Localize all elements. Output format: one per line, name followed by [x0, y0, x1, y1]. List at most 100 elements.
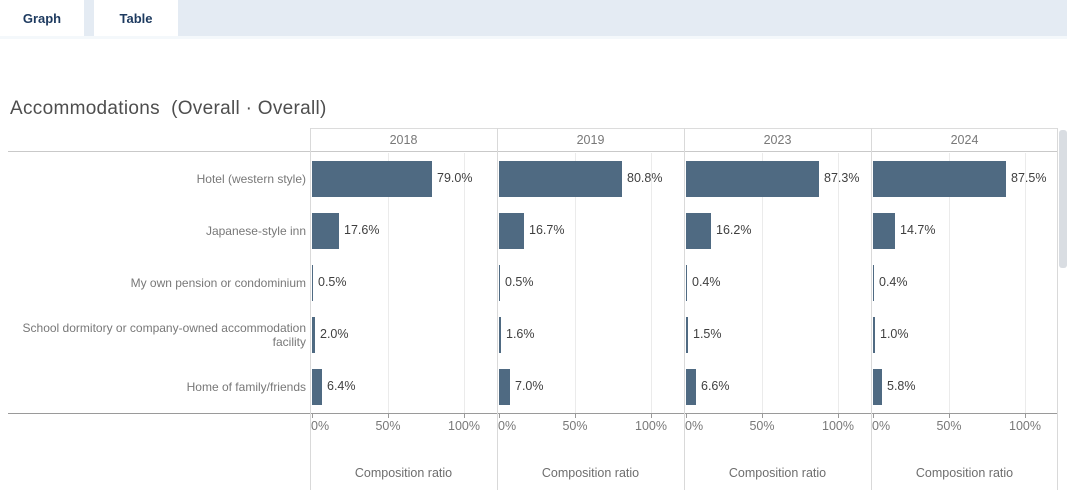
- value-label: 0.5%: [318, 275, 347, 289]
- value-label: 0.4%: [879, 275, 908, 289]
- bar[interactable]: [873, 369, 882, 405]
- value-label: 6.4%: [327, 379, 356, 393]
- header-separator-line: [8, 151, 1057, 152]
- axis-tick: [838, 414, 839, 418]
- bar[interactable]: [873, 265, 874, 301]
- axis-tick-label: 50%: [562, 419, 588, 433]
- axis-tick: [873, 414, 874, 418]
- value-label: 2.0%: [320, 327, 349, 341]
- axis-tick-label: 50%: [749, 419, 775, 433]
- axis-tick-label: 0%: [311, 419, 330, 433]
- panel-separator: [684, 128, 685, 490]
- axis-tick-label: 0%: [498, 419, 517, 433]
- category-label: My own pension or condominium: [130, 276, 306, 290]
- axis-tick-label: 0%: [685, 419, 704, 433]
- x-axis-title: Composition ratio: [354, 466, 453, 480]
- vertical-scrollbar-thumb[interactable]: [1059, 130, 1067, 268]
- axis-tick: [686, 414, 687, 418]
- value-label: 14.7%: [900, 223, 936, 237]
- tab-table-label: Table: [119, 10, 153, 26]
- value-label: 0.5%: [505, 275, 534, 289]
- value-label: 5.8%: [887, 379, 916, 393]
- year-header: 2023: [763, 133, 792, 147]
- bar[interactable]: [499, 213, 525, 249]
- bar[interactable]: [312, 161, 433, 197]
- bar[interactable]: [686, 317, 689, 353]
- axis-tick: [762, 414, 763, 418]
- panel-separator: [310, 128, 311, 490]
- value-label: 1.5%: [693, 327, 722, 341]
- axis-tick-label: 50%: [375, 419, 401, 433]
- value-label: 16.2%: [716, 223, 752, 237]
- bar[interactable]: [686, 161, 819, 197]
- axis-tick: [388, 414, 389, 418]
- value-label: 17.6%: [344, 223, 380, 237]
- category-label: Home of family/friends: [186, 380, 306, 394]
- value-label: 1.0%: [880, 327, 909, 341]
- gridline-100: [651, 153, 652, 413]
- x-axis-title: Composition ratio: [728, 466, 827, 480]
- year-header: 2019: [576, 133, 605, 147]
- bar[interactable]: [312, 213, 339, 249]
- value-label: 80.8%: [627, 171, 663, 185]
- axis-tick-label: 100%: [635, 419, 667, 433]
- tab-graph[interactable]: Graph: [0, 0, 84, 36]
- bar[interactable]: [499, 369, 510, 405]
- value-label: 87.5%: [1011, 171, 1047, 185]
- bar[interactable]: [873, 161, 1006, 197]
- gridline-50: [575, 153, 576, 413]
- value-label: 16.7%: [529, 223, 565, 237]
- category-label: Hotel (western style): [196, 172, 306, 186]
- tab-bar: Graph Table: [0, 0, 1067, 36]
- tab-graph-label: Graph: [22, 10, 62, 26]
- bar[interactable]: [686, 213, 711, 249]
- gridline-100: [464, 153, 465, 413]
- category-label: School dormitory or company-owned accomm…: [22, 321, 306, 349]
- bar[interactable]: [499, 161, 622, 197]
- axis-tick: [312, 414, 313, 418]
- gridline-50: [388, 153, 389, 413]
- axis-tick: [651, 414, 652, 418]
- bar[interactable]: [686, 265, 687, 301]
- bar[interactable]: [499, 265, 500, 301]
- value-label: 0.4%: [692, 275, 721, 289]
- bar[interactable]: [312, 265, 313, 301]
- year-header: 2024: [950, 133, 979, 147]
- axis-tick: [499, 414, 500, 418]
- axis-tick-label: 100%: [448, 419, 480, 433]
- year-header: 2018: [389, 133, 418, 147]
- tab-bar-underline: [0, 36, 1067, 39]
- x-axis-title: Composition ratio: [915, 466, 1014, 480]
- page-title: Accommodations (Overall · Overall): [10, 98, 327, 119]
- axis-tick-label: 0%: [872, 419, 891, 433]
- panel-separator: [1057, 128, 1058, 490]
- tab-table[interactable]: Table: [94, 0, 178, 36]
- x-axis-line: [8, 413, 1057, 414]
- axis-tick-label: 100%: [822, 419, 854, 433]
- axis-tick: [464, 414, 465, 418]
- category-label: Japanese-style inn: [205, 224, 306, 238]
- gridline-50: [949, 153, 950, 413]
- bar[interactable]: [873, 213, 896, 249]
- gridline-100: [1025, 153, 1026, 413]
- panel-separator: [871, 128, 872, 490]
- value-label: 7.0%: [515, 379, 544, 393]
- bar[interactable]: [312, 369, 322, 405]
- axis-tick: [575, 414, 576, 418]
- bar[interactable]: [312, 317, 316, 353]
- value-label: 79.0%: [437, 171, 473, 185]
- value-label: 87.3%: [824, 171, 860, 185]
- bar[interactable]: [499, 317, 502, 353]
- gridline-50: [762, 153, 763, 413]
- axis-tick: [949, 414, 950, 418]
- value-label: 1.6%: [506, 327, 535, 341]
- chart-top-border: [310, 128, 1057, 129]
- bar[interactable]: [873, 317, 875, 353]
- x-axis-title: Composition ratio: [541, 466, 640, 480]
- gridline-100: [838, 153, 839, 413]
- axis-tick: [1025, 414, 1026, 418]
- axis-tick-label: 100%: [1009, 419, 1041, 433]
- panel-separator: [497, 128, 498, 490]
- bar[interactable]: [686, 369, 697, 405]
